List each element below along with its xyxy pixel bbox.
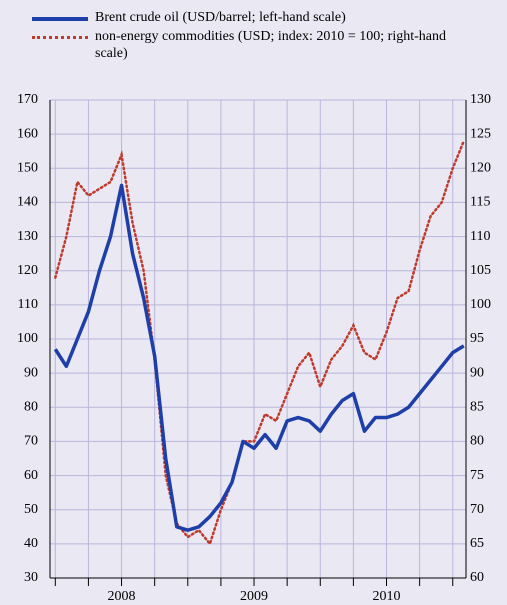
y-tick-label: 120	[17, 263, 38, 278]
y-tick-label: 40	[24, 536, 38, 551]
y2-tick-label: 75	[470, 468, 484, 483]
legend-swatch	[32, 36, 88, 39]
y2-tick-label: 125	[470, 126, 491, 141]
y-tick-label: 50	[24, 502, 38, 517]
y2-tick-label: 60	[470, 570, 484, 585]
y-tick-label: 170	[17, 92, 38, 107]
y-tick-label: 130	[17, 229, 38, 244]
x-tick-label: 2009	[240, 589, 268, 604]
y-tick-label: 70	[24, 434, 38, 449]
y2-tick-label: 65	[470, 536, 484, 551]
y-tick-label: 140	[17, 195, 38, 210]
y2-tick-label: 70	[470, 502, 484, 517]
y-tick-label: 110	[18, 297, 38, 312]
y-tick-label: 160	[17, 126, 38, 141]
y2-tick-label: 85	[470, 400, 484, 415]
x-tick-label: 2008	[108, 589, 136, 604]
y-tick-label: 80	[24, 400, 38, 415]
y2-tick-label: 90	[470, 365, 484, 380]
y2-tick-label: 110	[470, 229, 490, 244]
y-tick-label: 150	[17, 161, 38, 176]
legend-label: non-energy commodities (USD; index: 2010…	[95, 29, 446, 61]
legend-swatch	[32, 17, 88, 21]
y-tick-label: 90	[24, 365, 38, 380]
y-tick-label: 100	[17, 331, 38, 346]
y2-tick-label: 120	[470, 161, 491, 176]
series-line	[54, 139, 466, 547]
y-tick-label: 30	[24, 570, 38, 585]
y-tick-label: 60	[24, 468, 38, 483]
y2-tick-label: 105	[470, 263, 491, 278]
series-line	[53, 183, 465, 532]
y2-tick-label: 130	[470, 92, 491, 107]
y2-tick-label: 95	[470, 331, 484, 346]
x-tick-label: 2010	[373, 589, 401, 604]
y2-tick-label: 115	[470, 195, 490, 210]
y2-tick-label: 100	[470, 297, 491, 312]
y2-tick-label: 80	[470, 434, 484, 449]
legend-label: Brent crude oil (USD/barrel; left-hand s…	[95, 10, 346, 25]
